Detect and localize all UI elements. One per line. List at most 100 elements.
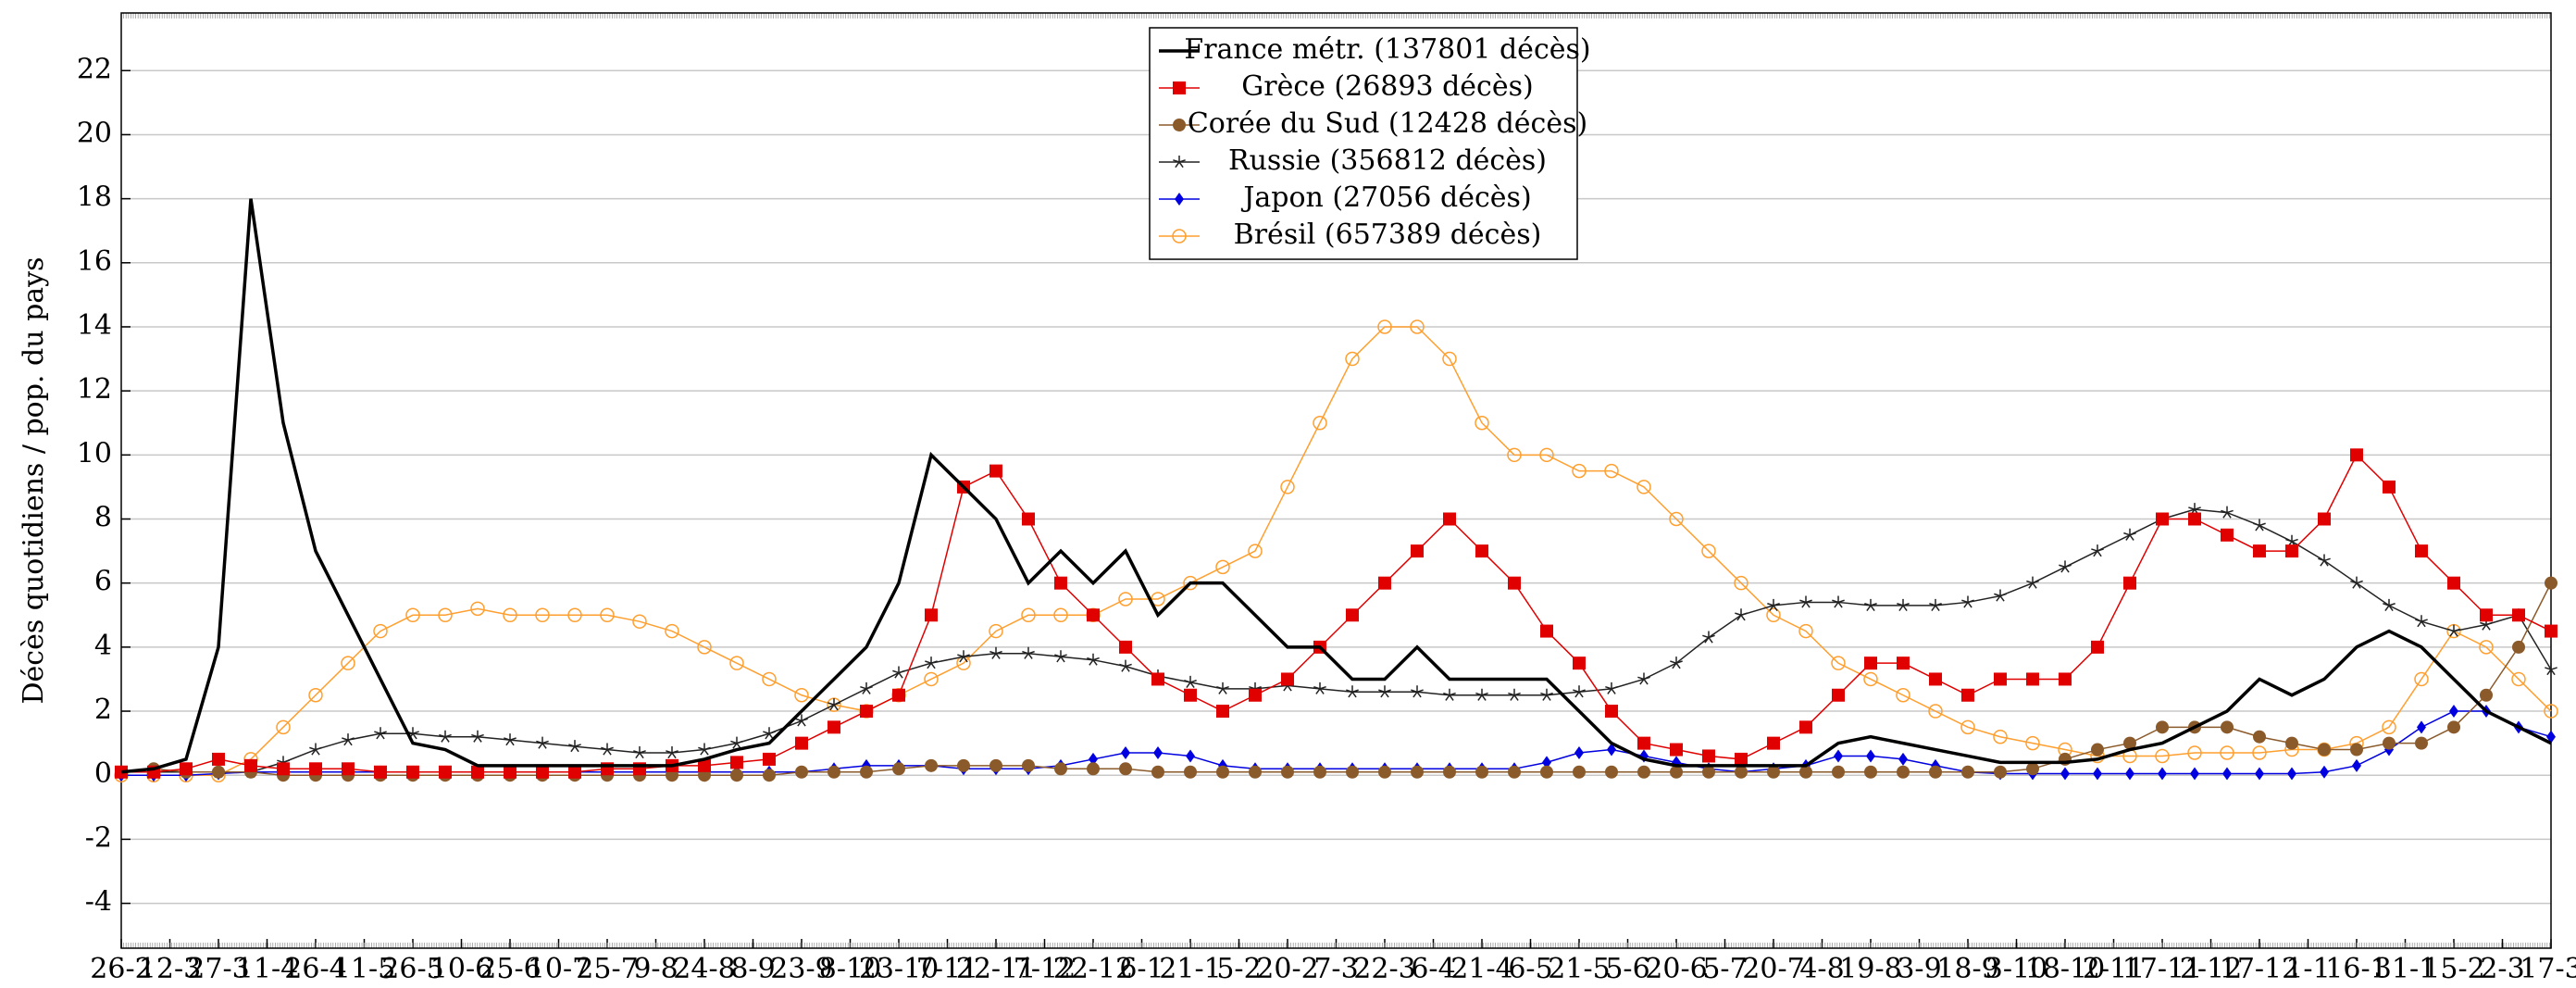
x-tick-label: 5-6: [1605, 953, 1649, 984]
marker: [2059, 560, 2072, 573]
marker: [1994, 765, 2007, 779]
marker: [1798, 623, 1813, 639]
marker: [1346, 765, 1359, 779]
marker: [2123, 576, 2136, 590]
marker: [2545, 624, 2557, 638]
marker: [2350, 576, 2363, 589]
marker: [1767, 765, 1780, 779]
marker: [1897, 598, 1910, 612]
marker: [2511, 671, 2526, 687]
marker: [2188, 503, 2201, 516]
marker: [1701, 544, 1716, 558]
marker: [1346, 685, 1359, 698]
x-tick-label: 23-9: [770, 953, 832, 984]
y-tick-label: 2: [94, 694, 112, 726]
marker: [1896, 687, 1910, 703]
y-tick-label: -4: [85, 886, 112, 919]
marker: [1735, 752, 1748, 766]
marker: [2220, 745, 2234, 760]
marker: [504, 765, 516, 779]
series-line: [121, 454, 2552, 773]
x-tick-label: 21-1: [1159, 953, 1221, 984]
marker: [1119, 659, 1132, 672]
x-tick-label: 22-12: [1053, 953, 1133, 984]
marker: [2447, 576, 2460, 590]
marker: [1799, 765, 1812, 779]
x-tick-label: 17-3: [2520, 953, 2576, 984]
series-line: [121, 326, 2552, 776]
marker: [2546, 730, 2556, 744]
marker: [763, 752, 776, 766]
x-tick-label: 11-5: [333, 953, 395, 984]
marker: [1173, 119, 1186, 131]
marker: [405, 607, 420, 623]
marker: [2026, 762, 2039, 776]
marker: [1864, 765, 1877, 779]
marker: [2125, 767, 2134, 781]
legend-label: France métr. (137801 décès): [1184, 33, 1590, 66]
marker: [1734, 575, 1748, 591]
marker: [1121, 746, 1130, 760]
marker: [1702, 749, 1715, 763]
marker: [1832, 595, 1845, 608]
marker: [1898, 752, 1908, 766]
marker: [1442, 351, 1457, 367]
marker: [1281, 672, 1294, 686]
marker: [2287, 767, 2296, 781]
legend-label: Brésil (657389 décès): [1234, 219, 1542, 251]
marker: [1607, 743, 1616, 757]
marker: [2026, 672, 2039, 686]
x-tick-label: 17-12: [2220, 953, 2299, 984]
marker: [1378, 685, 1391, 698]
marker: [1281, 765, 1294, 779]
marker: [989, 623, 1003, 639]
x-tick-label: 26-4: [284, 953, 346, 984]
marker: [1670, 743, 1683, 757]
marker: [536, 736, 549, 749]
marker: [2187, 745, 2202, 760]
marker: [2415, 544, 2428, 558]
marker: [374, 727, 387, 740]
marker: [2318, 512, 2331, 526]
marker: [1021, 607, 1036, 623]
marker: [2545, 663, 2557, 676]
y-tick-label: 10: [77, 437, 112, 469]
marker: [1411, 685, 1424, 698]
x-tick-label: 6-5: [1508, 953, 1552, 984]
marker: [2091, 544, 2104, 557]
marker: [1994, 589, 2007, 602]
marker: [1605, 765, 1618, 779]
marker: [2221, 506, 2234, 519]
y-tick-label: 0: [94, 757, 112, 790]
x-tick-label: 24-8: [673, 953, 735, 984]
marker: [1053, 607, 1068, 623]
marker: [1863, 671, 1878, 687]
marker: [1540, 765, 1553, 779]
marker: [2285, 544, 2298, 558]
marker: [860, 682, 873, 694]
marker: [1572, 463, 1587, 479]
x-tick-label: 11-4: [236, 953, 298, 984]
marker: [1507, 447, 1522, 463]
x-tick-label: 18-9: [1936, 953, 1998, 984]
legend-label: Grèce (26893 décès): [1241, 70, 1533, 103]
marker: [2447, 624, 2460, 637]
x-tick-label: 7-11: [916, 953, 978, 984]
x-tick-label: 5-7: [1702, 953, 1747, 984]
x-tick-label: 8-9: [730, 953, 775, 984]
marker: [632, 614, 647, 629]
legend-box: [1149, 27, 1578, 260]
marker: [2383, 598, 2396, 612]
marker: [1929, 672, 1942, 686]
marker: [1186, 749, 1195, 763]
legend: France métr. (137801 décès) Grèce (26893 …: [1149, 27, 1591, 260]
marker: [1378, 765, 1391, 779]
x-tick-label: 21-5: [1548, 953, 1610, 984]
x-tick-label: 19-8: [1839, 953, 1901, 984]
x-tick-label: 26-2: [90, 953, 152, 984]
marker: [828, 765, 840, 779]
marker: [342, 762, 355, 776]
marker: [212, 752, 225, 766]
marker: [2093, 767, 2102, 781]
marker: [1184, 765, 1197, 779]
